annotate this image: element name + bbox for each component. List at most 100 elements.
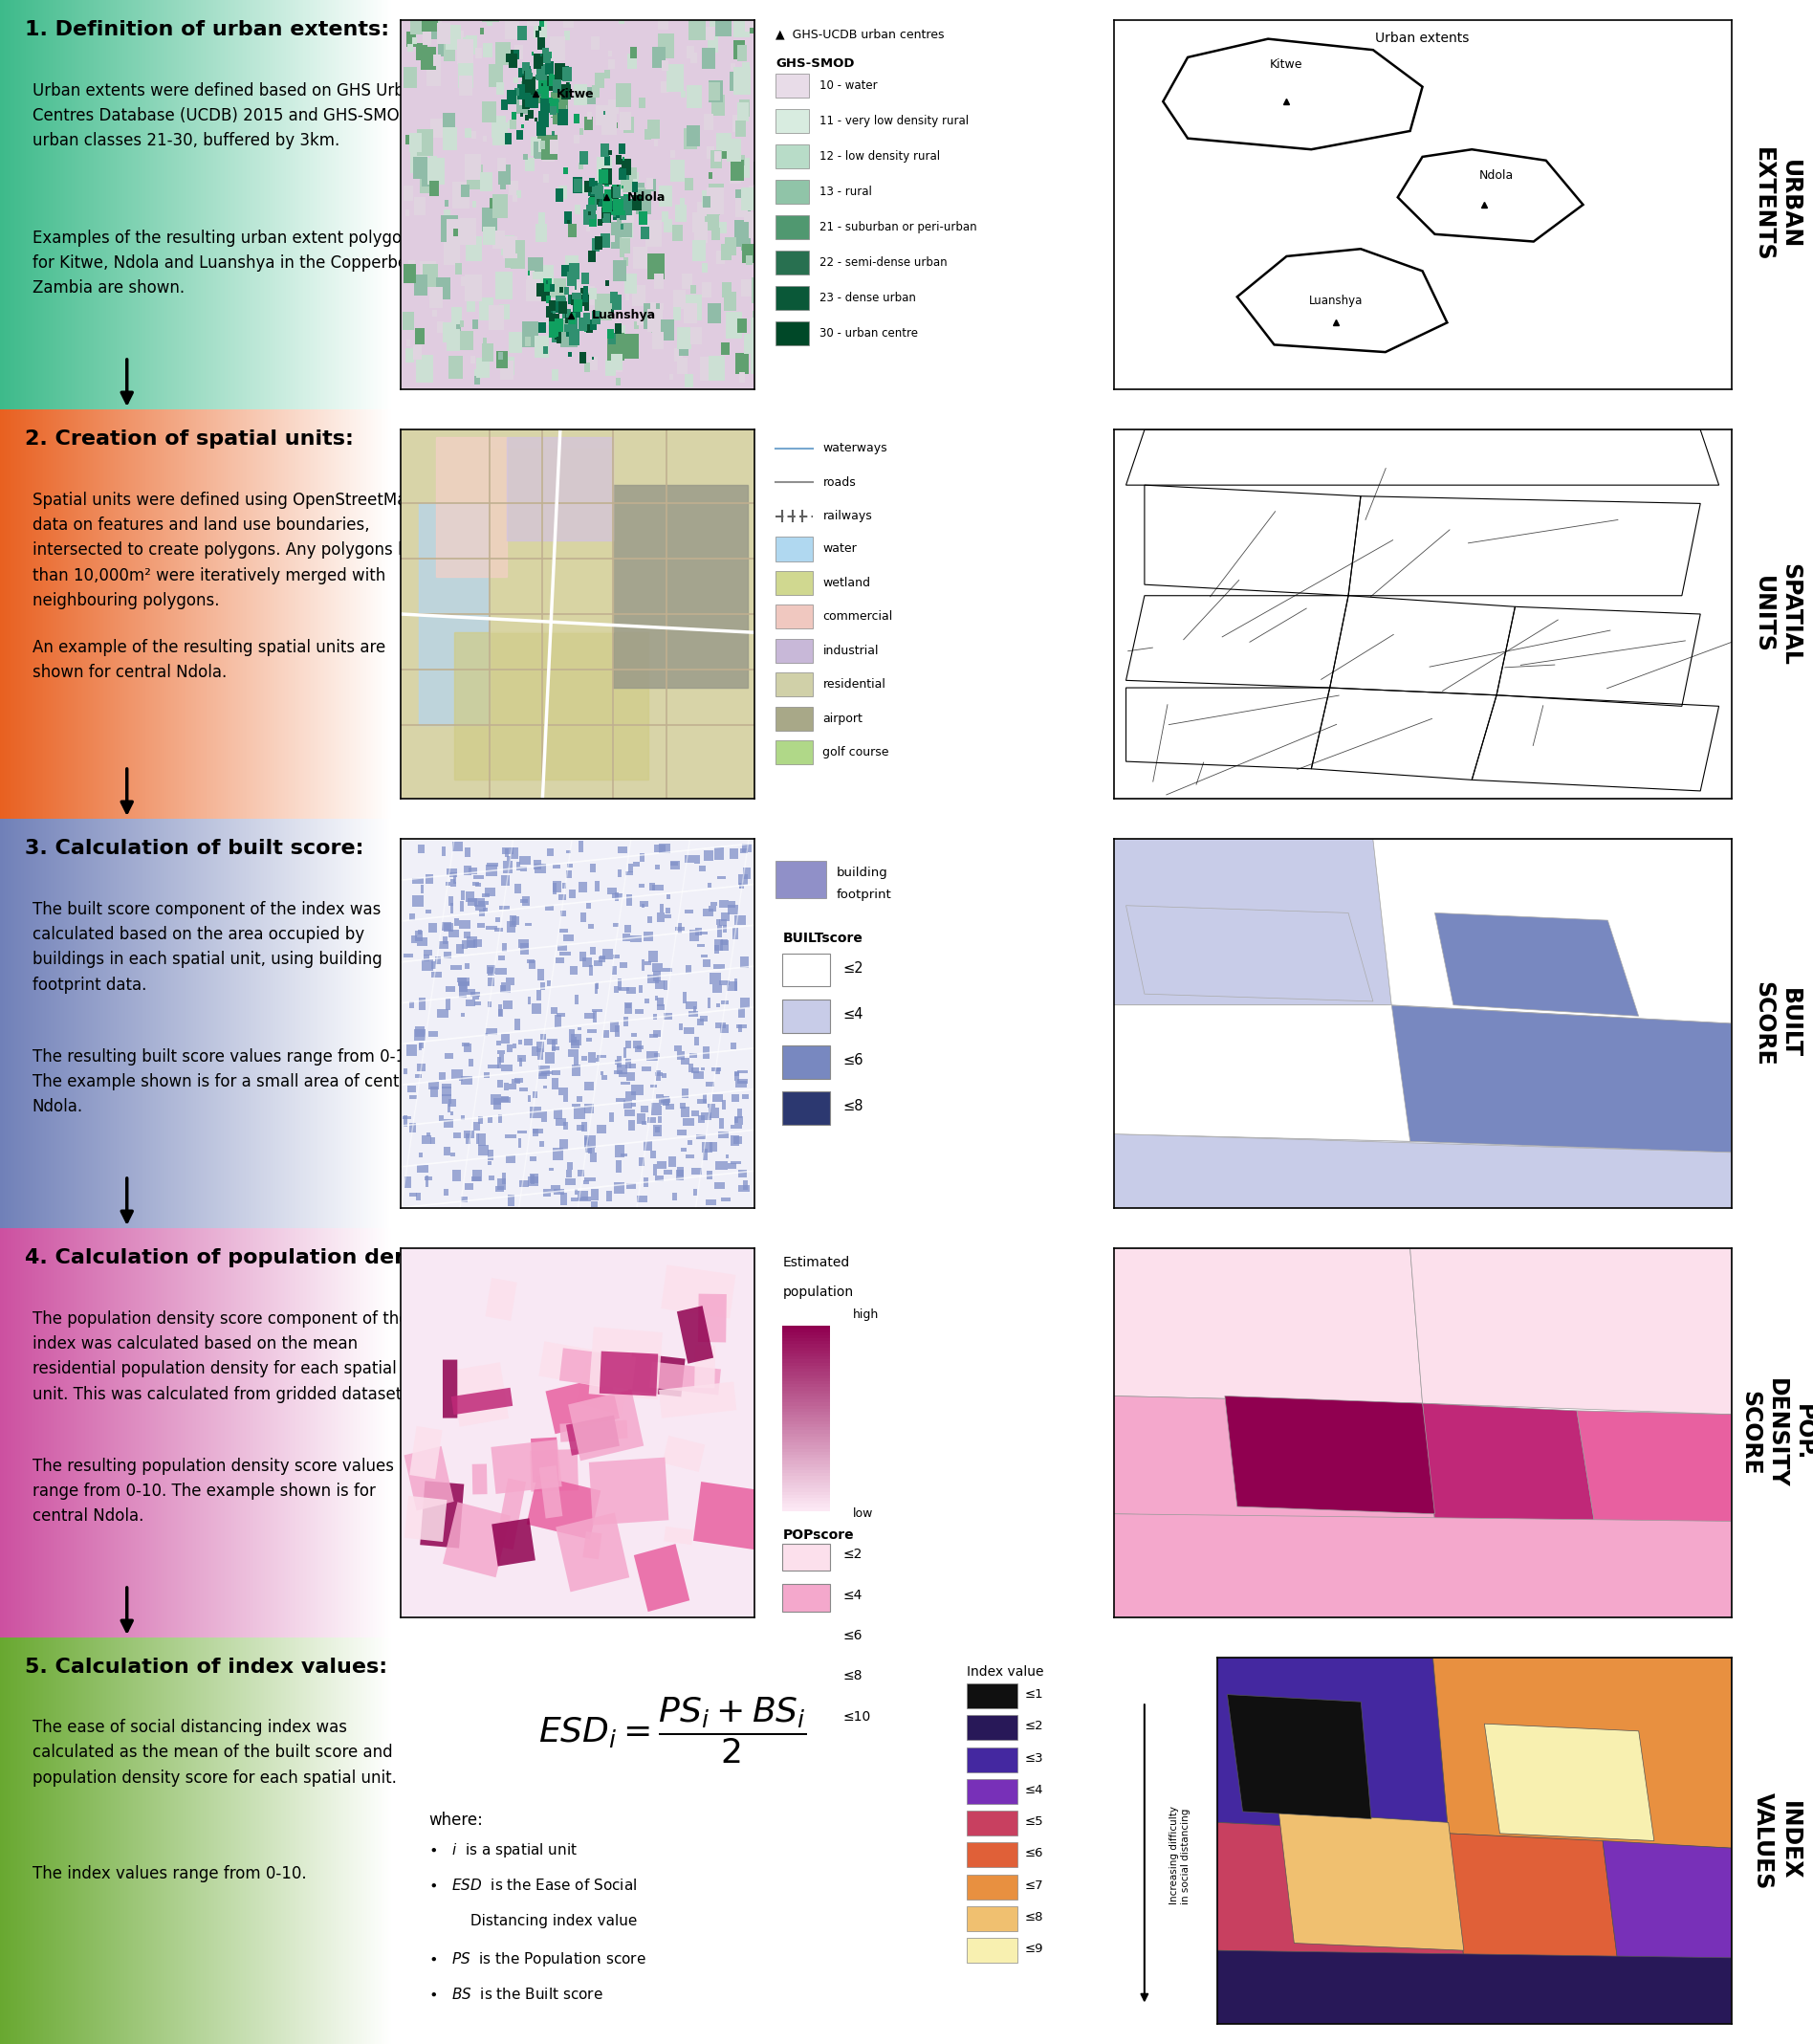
Bar (633, 1040, 642, 1049)
Bar (783, 1402, 830, 1406)
Bar (651, 315, 664, 333)
Bar (430, 155, 437, 168)
Bar (731, 1094, 740, 1102)
Bar (422, 264, 437, 286)
Bar (687, 1141, 693, 1145)
Bar (430, 182, 439, 196)
Bar (422, 31, 431, 45)
Bar (783, 1335, 830, 1339)
Text: ≤4: ≤4 (1024, 1784, 1044, 1797)
Bar (700, 932, 707, 934)
Bar (482, 337, 488, 345)
Bar (709, 1108, 720, 1118)
Bar (783, 1339, 830, 1343)
Bar (731, 159, 743, 180)
Bar (497, 1051, 504, 1055)
Bar (651, 303, 656, 311)
Bar (522, 67, 524, 72)
Bar (529, 1157, 537, 1161)
Bar (783, 1363, 830, 1367)
Bar (555, 69, 562, 80)
Bar (709, 172, 713, 178)
Bar (613, 924, 618, 928)
Bar (446, 219, 461, 243)
Bar (402, 1114, 406, 1126)
Bar (618, 1073, 625, 1077)
Bar (473, 376, 480, 384)
Bar (426, 910, 431, 914)
Bar (544, 1085, 548, 1089)
Bar (566, 327, 573, 337)
Bar (691, 1053, 698, 1057)
Bar (540, 141, 546, 149)
Polygon shape (1485, 1723, 1653, 1842)
Bar (776, 538, 812, 560)
Bar (540, 65, 546, 74)
Bar (624, 211, 625, 215)
Bar (513, 78, 519, 84)
Bar (584, 329, 586, 331)
Bar (645, 221, 662, 247)
Bar (751, 317, 763, 339)
Bar (727, 905, 738, 914)
Bar (602, 1075, 607, 1079)
Bar (480, 29, 484, 35)
Bar (609, 1112, 615, 1122)
Bar (457, 39, 473, 63)
Bar (488, 1175, 493, 1181)
Bar (419, 1042, 422, 1051)
Bar (776, 861, 827, 897)
Bar (783, 1357, 830, 1361)
Bar (783, 1394, 830, 1398)
Bar (734, 1116, 743, 1126)
Bar (644, 932, 653, 940)
Bar (674, 347, 682, 362)
Bar (636, 182, 645, 196)
Bar (413, 196, 426, 215)
Bar (664, 219, 673, 233)
Bar (584, 286, 587, 292)
Bar (783, 1431, 830, 1435)
Bar (477, 358, 490, 378)
Bar (685, 374, 693, 386)
Bar (751, 350, 767, 374)
Bar (540, 114, 542, 119)
Text: The population density score component of the
index was calculated based on the : The population density score component o… (33, 1310, 415, 1402)
Polygon shape (404, 1445, 453, 1511)
Bar (658, 12, 669, 29)
Bar (553, 80, 560, 94)
Bar (736, 1024, 747, 1028)
Bar (504, 1002, 513, 1010)
Bar (419, 1042, 424, 1049)
Polygon shape (627, 1353, 685, 1396)
Bar (437, 437, 508, 576)
Bar (461, 184, 470, 198)
Bar (743, 211, 751, 221)
Bar (705, 208, 718, 231)
Bar (428, 1030, 437, 1036)
Bar (549, 321, 558, 337)
Bar (709, 184, 725, 208)
Bar (723, 292, 736, 311)
Polygon shape (1432, 1658, 1731, 1848)
Bar (528, 1096, 531, 1102)
Bar (555, 1118, 566, 1126)
Polygon shape (662, 1265, 736, 1318)
Bar (722, 914, 729, 922)
Bar (598, 176, 604, 184)
Bar (529, 74, 533, 78)
Bar (533, 1128, 544, 1134)
Bar (578, 1026, 582, 1030)
Bar (569, 1036, 577, 1042)
Bar (509, 180, 519, 196)
Bar (504, 53, 508, 59)
Bar (671, 863, 678, 867)
Bar (557, 337, 560, 343)
Bar (783, 1437, 830, 1441)
Bar (558, 944, 567, 950)
Text: 23 - dense urban: 23 - dense urban (819, 292, 916, 305)
Bar (720, 1024, 729, 1032)
Bar (515, 883, 522, 893)
Bar (540, 108, 544, 114)
Polygon shape (1449, 1833, 1619, 1964)
